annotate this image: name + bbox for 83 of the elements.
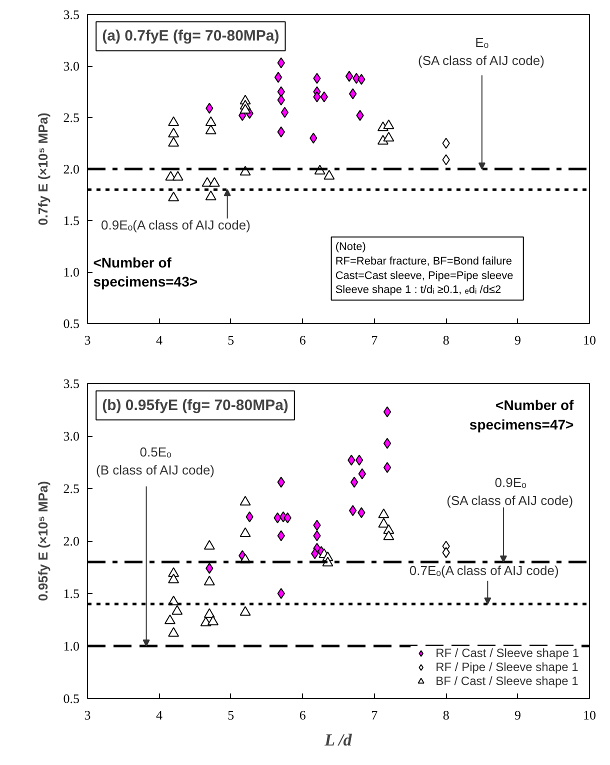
text: (b) 0.95fyE (fg= 70-80MPa): [102, 396, 288, 414]
annotation: <Number of specimens=43>: [93, 254, 198, 290]
point: [383, 406, 392, 418]
point: [240, 527, 251, 538]
text: (a) 0.7fyE (fg= 70-80MPa): [102, 28, 280, 45]
annotation: (Note) RF=Rebar fracture, BF=Bond failure Cast=Cast sleeve, Pipe=Pipe sleeve Sleeve shape 1 : t/dᵢ ≥0.1, ₑdᵢ /d≤2: [335, 240, 514, 296]
point: [205, 116, 216, 126]
point: [240, 606, 251, 616]
point: [204, 608, 215, 618]
point: [168, 574, 180, 584]
legend-label: RF / Cast / Sleeve shape 1: [436, 646, 579, 660]
point: [274, 72, 282, 83]
point: [378, 518, 390, 528]
x-tick-label: 7: [371, 332, 378, 348]
x-tick-label: 8: [442, 708, 450, 722]
annotation: <Number of specimens=47>: [469, 397, 574, 432]
x-tick-label: 9: [514, 708, 522, 722]
point: [383, 119, 394, 130]
point: [205, 124, 216, 134]
point: [168, 116, 180, 126]
point: [205, 190, 216, 200]
x-tick-label: 9: [514, 332, 522, 348]
point: [355, 454, 364, 466]
point: [200, 616, 212, 626]
point: [240, 104, 251, 114]
x-tick-label: 5: [228, 708, 234, 722]
point: [345, 70, 354, 82]
y-axis-title: 0.7fy E (×10⁵ MPa): [35, 112, 50, 226]
y-tick-label: 2.5: [63, 481, 80, 496]
x-tick-label: 10: [583, 332, 596, 348]
legend-label: BF / Cast / Sleeve shape 1: [436, 674, 578, 688]
point: [350, 476, 358, 488]
point: [324, 170, 335, 180]
point: [204, 540, 215, 550]
y-tick-label: 3.5: [63, 376, 80, 391]
x-tick-label: 8: [442, 332, 450, 348]
point: [378, 508, 390, 518]
y-tick-label: 2.5: [63, 110, 80, 125]
point: [204, 576, 215, 586]
x-tick-label: 4: [156, 332, 163, 348]
x-tick-label: 4: [156, 708, 163, 722]
point: [168, 136, 180, 147]
annotation: 0.9Eₒ (SA class of AIJ code): [446, 474, 574, 508]
annotation: 0.9Eₒ(A class of AIJ code): [100, 217, 250, 232]
point: [208, 616, 218, 626]
annotation: 0.7Eₒ(A class of AIJ code): [409, 563, 559, 578]
x-tick-label: 6: [299, 332, 306, 348]
y-tick-label: 3.0: [63, 58, 80, 74]
y-tick-label: 1.0: [63, 264, 80, 280]
y-tick-label: 0.5: [63, 691, 80, 706]
point: [172, 170, 184, 181]
point: [168, 192, 180, 202]
x-tick-label: 10: [583, 708, 596, 722]
point: [164, 614, 176, 624]
x-tick-label: 7: [371, 708, 378, 722]
legend-label: RF / Pipe / Sleeve shape 1: [436, 660, 578, 674]
y-tick-label: 2.0: [63, 162, 80, 176]
y-tick-label: 1.0: [63, 638, 80, 654]
point: [383, 132, 394, 142]
y-tick-label: 3.0: [63, 428, 80, 444]
x-axis-title: L /d: [324, 730, 352, 750]
x-tick-label: 3: [84, 708, 91, 722]
y-tick-label: 2.0: [63, 534, 80, 548]
point: [277, 588, 285, 599]
y-tick-label: 0.5: [63, 316, 80, 331]
y-tick-label: 3.5: [63, 7, 80, 22]
point: [208, 177, 220, 187]
point: [383, 462, 392, 473]
point: [168, 128, 180, 138]
y-tick-label: 1.5: [63, 586, 80, 601]
annotation: Eₒ (SA class of AIJ code): [418, 35, 544, 68]
x-tick-label: 5: [228, 332, 234, 348]
point: [240, 496, 251, 506]
point: [280, 106, 289, 118]
point: [383, 530, 394, 540]
x-tick-label: 6: [299, 708, 306, 722]
y-tick-label: 1.5: [63, 213, 80, 228]
x-tick-label: 3: [84, 332, 91, 348]
point: [168, 627, 180, 637]
point: [383, 438, 392, 449]
y-axis-title: 0.95fy E (×10⁵ MPa): [35, 481, 50, 601]
annotation: 0.5Eₒ (B class of AIJ code): [96, 444, 215, 478]
point: [172, 605, 183, 615]
